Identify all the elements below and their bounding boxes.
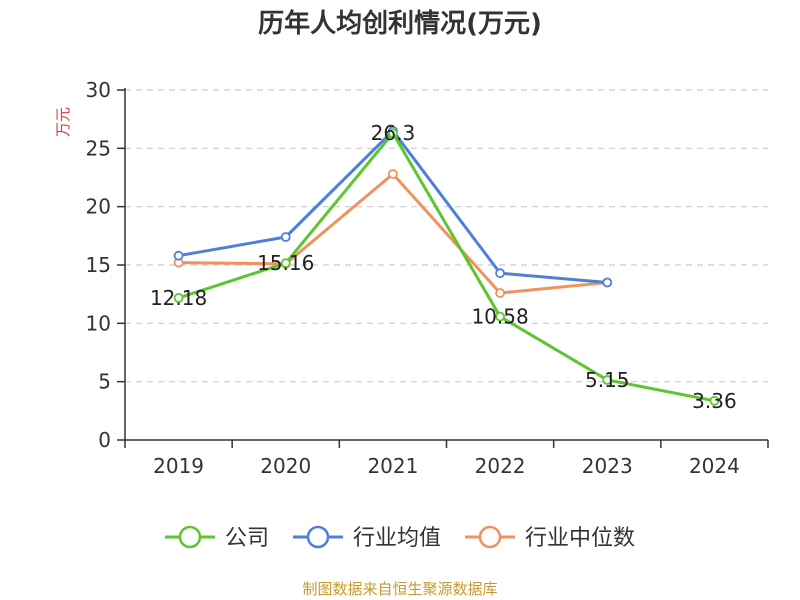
x-tick-label-2019: 2019 <box>153 454 204 478</box>
chart-title: 历年人均创利情况(万元) <box>258 8 542 39</box>
y-tick-label-5: 5 <box>98 370 111 394</box>
legend[interactable]: 公司 行业均值 行业中位数 <box>165 525 635 551</box>
series-0-point-5[interactable] <box>709 395 720 406</box>
legend-marker-1 <box>306 525 330 549</box>
y-tick-label-10: 10 <box>86 311 111 335</box>
series-2-point-2[interactable] <box>388 169 398 179</box>
x-tick-label-2024: 2024 <box>689 454 740 478</box>
series-0-point-4[interactable] <box>602 375 613 385</box>
series-line-2 <box>178 172 608 295</box>
x-tick-labels: 2019 2020 2021 2022 2023 2024 <box>153 454 740 478</box>
legend-item-2[interactable]: 行业中位数 <box>465 525 635 551</box>
y-tick-label-15: 15 <box>86 253 111 277</box>
data-label-2023: 5.15 <box>585 368 630 392</box>
legend-label-2: 行业中位数 <box>525 526 635 551</box>
series-2-point-3[interactable] <box>495 288 505 298</box>
legend-item-0[interactable]: 公司 <box>165 525 269 551</box>
series-0-point-1[interactable] <box>280 258 291 269</box>
grid-lines <box>125 89 768 383</box>
y-axis-label: 万元 <box>54 107 72 137</box>
data-label-2019: 12.18 <box>150 286 207 310</box>
series-line-0 <box>178 131 715 403</box>
data-label-2020: 15.16 <box>257 251 314 275</box>
y-tick-label-30: 30 <box>86 78 111 102</box>
axes <box>117 88 769 448</box>
data-label-2022: 10.58 <box>471 305 528 329</box>
source-note: 制图数据来自恒生聚源数据库 <box>302 580 497 598</box>
legend-marker-0 <box>178 525 202 549</box>
legend-label-0: 公司 <box>225 526 269 551</box>
series-0-point-0[interactable] <box>173 292 184 303</box>
y-tick-labels: 0 5 10 15 20 25 30 <box>86 78 111 452</box>
x-tick-label-2021: 2021 <box>367 454 418 478</box>
series-1-point-0[interactable] <box>173 250 184 261</box>
x-tick-label-2023: 2023 <box>582 454 633 478</box>
x-tick-label-2022: 2022 <box>475 454 526 478</box>
series-1-point-1[interactable] <box>280 232 291 242</box>
legend-marker-2 <box>478 525 502 549</box>
series-group <box>173 125 720 406</box>
data-labels: 12.18 15.16 26.3 10.58 5.15 3.36 <box>150 121 737 413</box>
y-tick-label-20: 20 <box>86 195 111 219</box>
data-label-2024: 3.36 <box>692 389 737 413</box>
x-tick-label-2020: 2020 <box>260 454 311 478</box>
data-label-2021: 26.3 <box>371 121 416 145</box>
series-0-point-3[interactable] <box>495 311 505 322</box>
y-tick-label-0: 0 <box>98 428 111 452</box>
series-1-point-4[interactable] <box>602 277 613 288</box>
series-0-point-2[interactable] <box>388 128 398 139</box>
series-1-point-3[interactable] <box>495 268 505 279</box>
y-tick-label-25: 25 <box>86 136 111 160</box>
legend-item-1[interactable]: 行业均值 <box>293 525 441 551</box>
legend-label-1: 行业均值 <box>353 526 441 551</box>
